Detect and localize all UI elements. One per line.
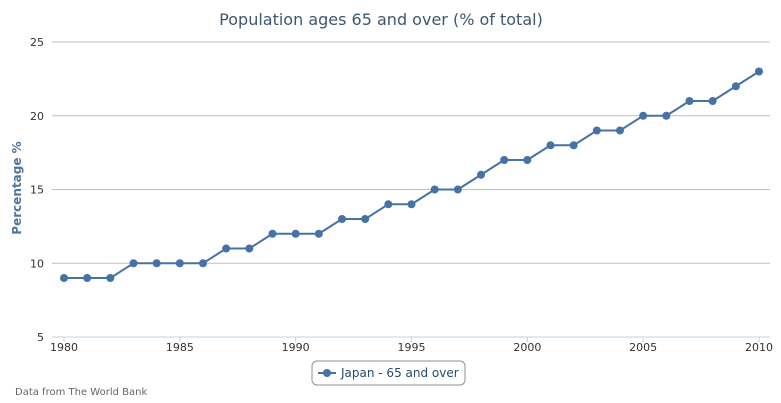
- legend-item-label[interactable]: Japan - 65 and over: [340, 366, 459, 380]
- x-tick-label: 1980: [50, 341, 78, 354]
- data-point-1984[interactable]: [152, 259, 161, 268]
- data-point-2008[interactable]: [708, 97, 717, 105]
- data-point-1987[interactable]: [222, 244, 231, 253]
- data-point-1989[interactable]: [268, 229, 277, 238]
- y-axis-ticks: 5 10 15 20 25: [30, 36, 44, 344]
- data-point-1993[interactable]: [361, 215, 370, 223]
- data-point-1982[interactable]: [106, 274, 115, 282]
- x-tick-label: 2000: [513, 341, 541, 354]
- series-layer: [60, 67, 763, 282]
- data-point-1990[interactable]: [291, 229, 300, 238]
- credit-text[interactable]: Data from The World Bank: [15, 387, 147, 398]
- x-tick-label: 2005: [629, 341, 657, 354]
- data-point-1991[interactable]: [314, 229, 323, 238]
- data-point-2005[interactable]: [639, 111, 648, 120]
- data-point-1999[interactable]: [500, 156, 509, 164]
- x-tick-label: 1985: [166, 341, 194, 354]
- data-point-2010[interactable]: [755, 67, 763, 76]
- data-point-2004[interactable]: [616, 126, 624, 135]
- data-point-2006[interactable]: [662, 111, 671, 120]
- data-point-1986[interactable]: [199, 259, 207, 268]
- data-point-2002[interactable]: [569, 141, 578, 150]
- gridlines: [52, 41, 770, 264]
- legend-marker: [323, 369, 331, 377]
- x-tick-label: 1995: [398, 341, 426, 354]
- data-point-2007[interactable]: [685, 97, 694, 105]
- data-point-1980[interactable]: [60, 274, 68, 282]
- x-tick-label: 1990: [282, 341, 310, 354]
- data-point-2003[interactable]: [592, 126, 601, 135]
- legend[interactable]: Japan - 65 and over: [311, 360, 466, 386]
- legend-box: [311, 360, 466, 386]
- data-point-2000[interactable]: [523, 156, 532, 164]
- data-point-1998[interactable]: [477, 170, 485, 179]
- chart-title: Population ages 65 and over (% of total): [219, 10, 543, 29]
- data-point-1994[interactable]: [384, 200, 393, 209]
- data-point-1997[interactable]: [453, 185, 462, 194]
- data-point-1981[interactable]: [83, 274, 92, 282]
- data-point-1988[interactable]: [245, 244, 254, 253]
- y-tick-label: 5: [37, 331, 44, 344]
- y-tick-label: 15: [30, 184, 44, 197]
- data-point-2001[interactable]: [546, 141, 555, 150]
- y-tick-label: 20: [30, 110, 44, 123]
- y-axis-label: Percentage %: [10, 141, 24, 234]
- x-axis-ticks: 1980 1985 1990 1995 2000 2005 2010: [50, 337, 773, 354]
- data-point-1996[interactable]: [430, 185, 439, 194]
- y-tick-label: 25: [30, 36, 44, 49]
- y-tick-label: 10: [30, 257, 44, 270]
- data-point-1992[interactable]: [338, 215, 346, 223]
- data-point-1995[interactable]: [407, 200, 416, 209]
- data-point-2009[interactable]: [731, 82, 740, 91]
- data-point-1985[interactable]: [175, 259, 184, 268]
- data-point-1983[interactable]: [129, 259, 138, 268]
- series-line: [64, 70, 760, 279]
- x-tick-label: 2010: [745, 341, 773, 354]
